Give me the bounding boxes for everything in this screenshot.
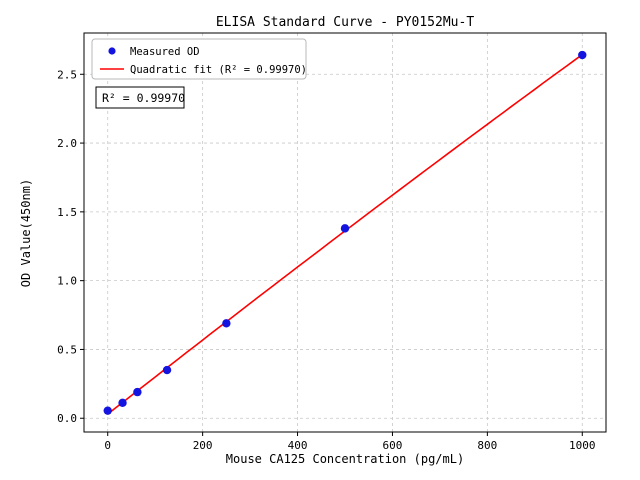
y-axis-label: OD Value(450nm) xyxy=(19,179,33,287)
y-tick-label: 1.5 xyxy=(57,206,77,219)
plot-frame xyxy=(83,32,607,433)
legend-label-quadratic-fit: Quadratic fit (R² = 0.99970) xyxy=(130,64,307,76)
legend: Measured OD Quadratic fit (R² = 0.99970) xyxy=(91,38,307,80)
x-axis-label: Mouse CA125 Concentration (pg/mL) xyxy=(226,452,464,466)
y-tick-label: 2.0 xyxy=(57,137,77,150)
x-tick-label: 0 xyxy=(104,439,111,452)
y-tick-label: 2.5 xyxy=(57,68,77,81)
scatter-point xyxy=(222,319,231,328)
scatter-point xyxy=(118,398,127,408)
y-tick-label: 1.0 xyxy=(57,275,77,288)
legend-marker-measured-od xyxy=(108,47,116,55)
chart-title: ELISA Standard Curve - PY0152Mu-T xyxy=(216,15,474,30)
x-tick-label: 600 xyxy=(383,439,403,452)
legend-box xyxy=(91,38,307,80)
x-tick-label: 1000 xyxy=(569,439,596,452)
scatter-point xyxy=(340,224,350,233)
scatter-point xyxy=(162,365,172,375)
y-tick-label: 0.5 xyxy=(57,343,77,356)
scatter-point xyxy=(578,50,587,60)
scatter-point xyxy=(133,387,142,397)
x-tick-label: 400 xyxy=(288,439,308,452)
r-squared-annotation: R² = 0.99970 xyxy=(95,86,185,109)
r-squared-box xyxy=(95,86,185,109)
x-tick-label: 200 xyxy=(193,439,213,452)
r-squared-text: R² = 0.99970 xyxy=(102,91,185,105)
x-tick-label: 800 xyxy=(477,439,497,452)
legend-label-measured-od: Measured OD xyxy=(130,46,200,58)
y-tick-label: 0.0 xyxy=(57,412,77,425)
scatter-point xyxy=(103,406,112,415)
